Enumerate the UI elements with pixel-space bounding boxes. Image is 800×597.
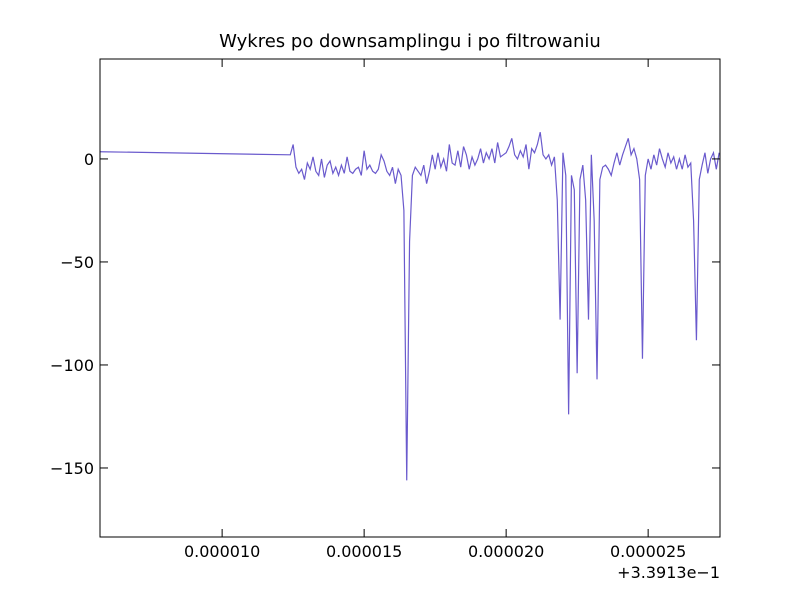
x-tick-label: 0.000025: [610, 542, 686, 561]
x-offset-label: +3.3913e−1: [617, 563, 720, 582]
x-tick-label: 0.000020: [468, 542, 544, 561]
plot-frame: [99, 58, 721, 538]
y-tick-label: −50: [60, 253, 94, 272]
x-tick-label: 0.000015: [326, 542, 402, 561]
data-line: [99, 132, 720, 481]
y-tick-label: −150: [50, 459, 94, 478]
y-tick-label: −100: [50, 356, 94, 375]
x-tick-label: 0.000010: [184, 542, 260, 561]
y-tick-label: 0: [84, 150, 94, 169]
chart-title: Wykres po downsamplingu i po filtrowaniu: [219, 31, 601, 52]
